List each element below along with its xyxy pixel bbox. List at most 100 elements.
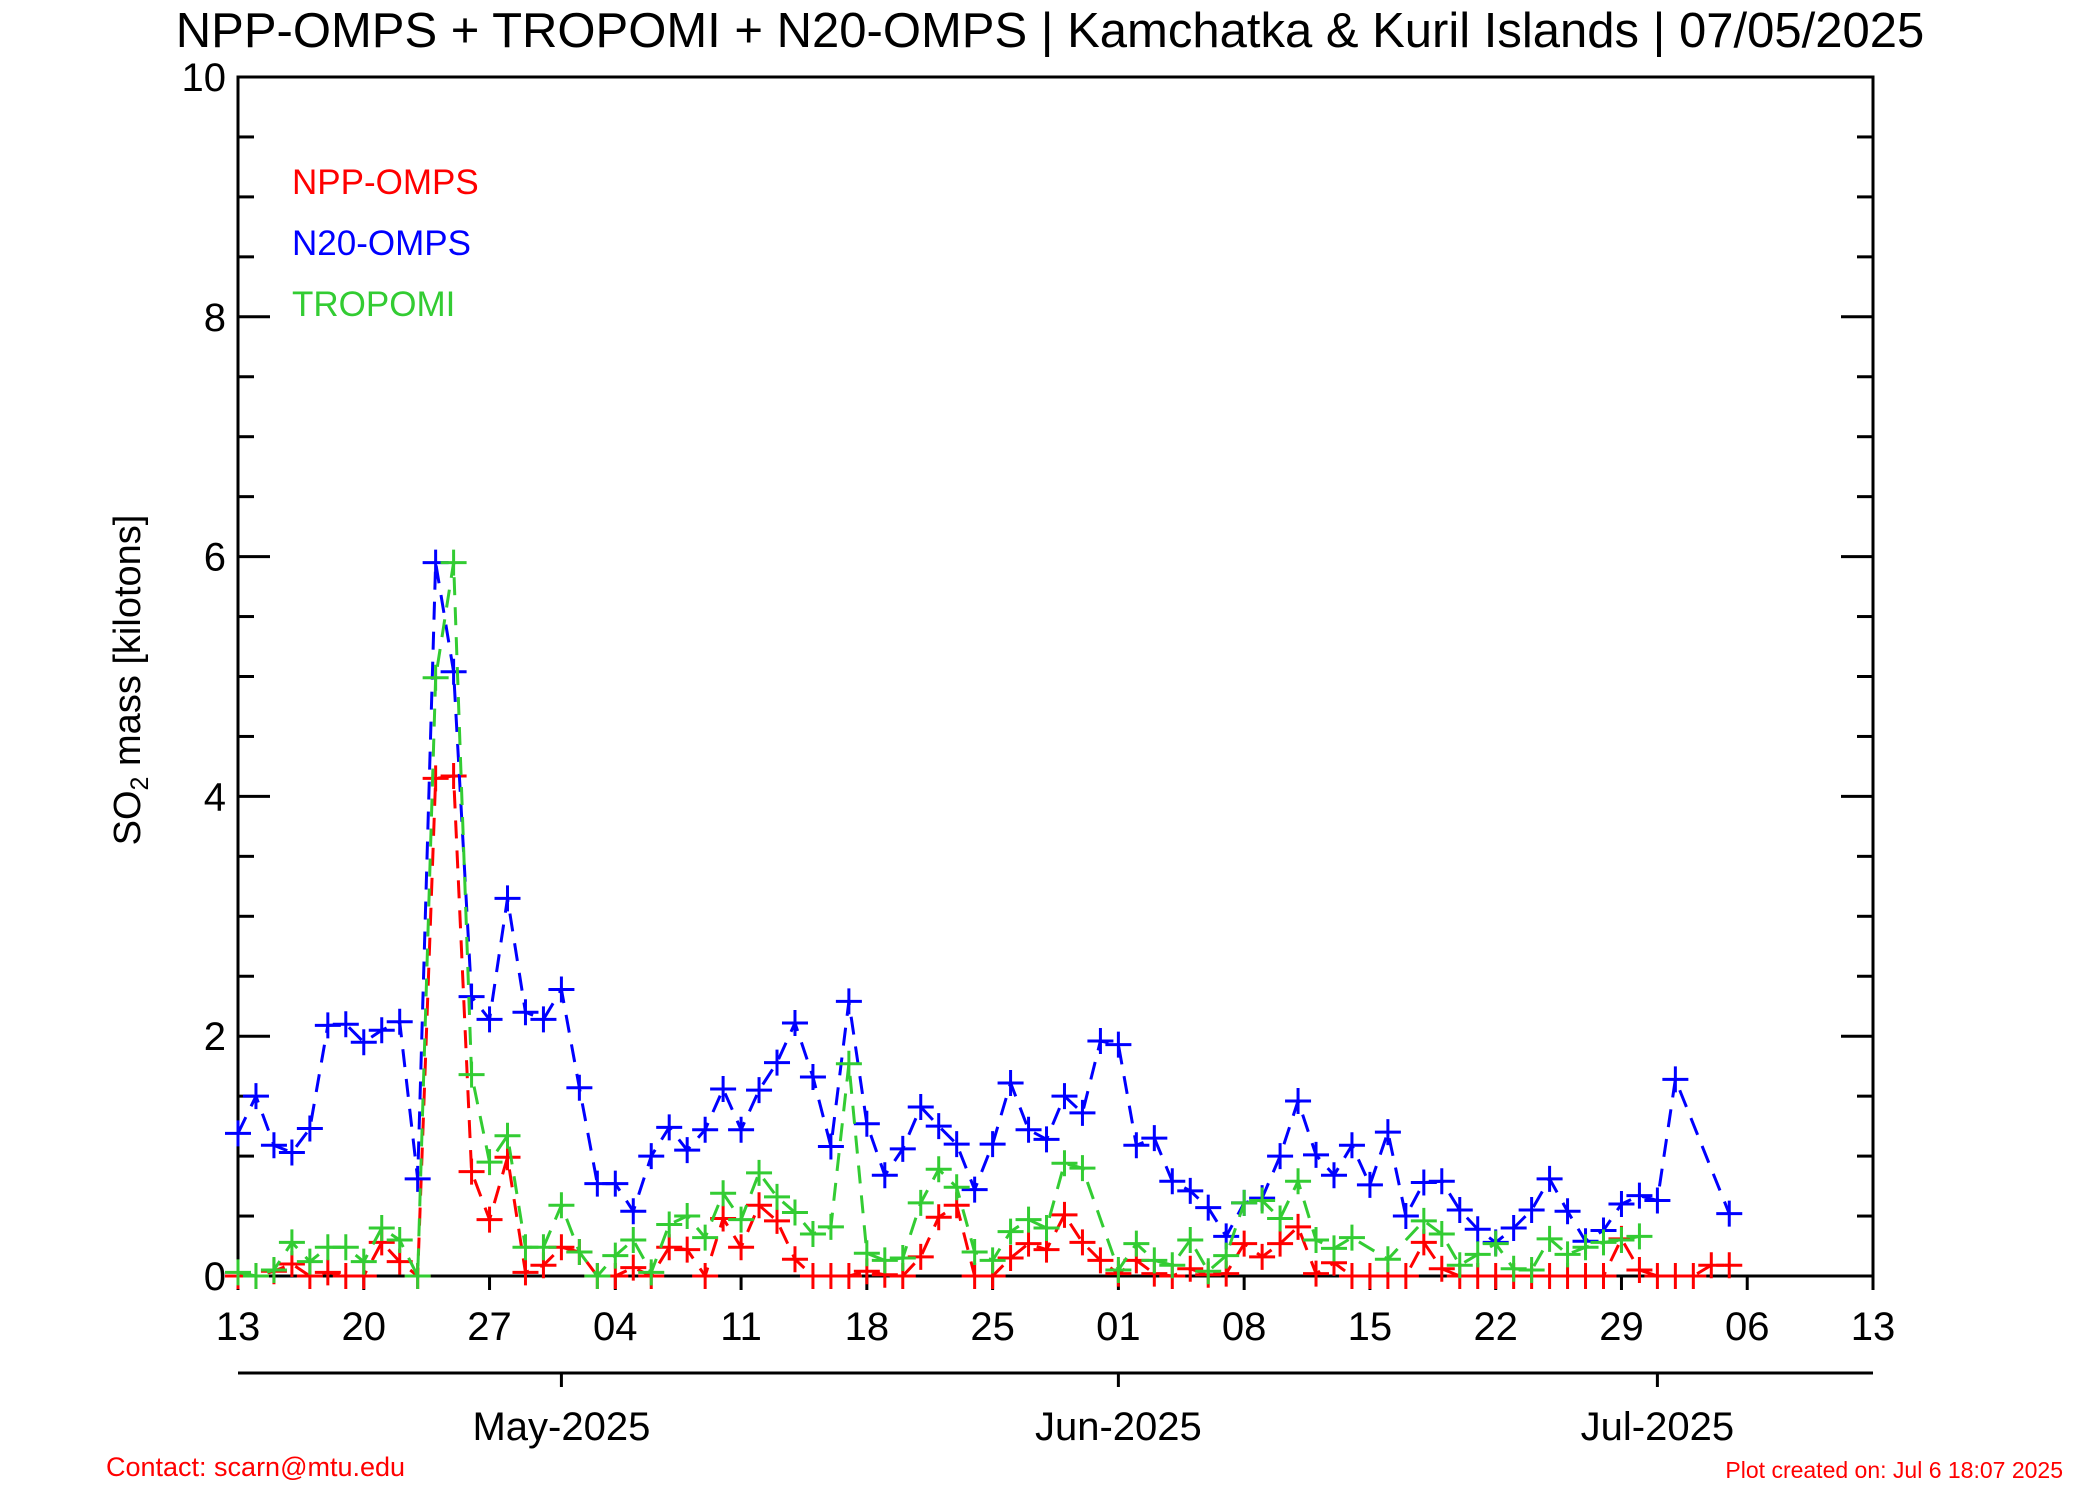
data-point-plus — [674, 1236, 701, 1263]
y-tick-label: 4 — [204, 775, 226, 819]
data-point-plus — [602, 1170, 629, 1197]
data-point-plus — [979, 1131, 1006, 1158]
data-point-plus — [764, 1049, 791, 1076]
data-point-plus — [476, 1206, 503, 1233]
data-point-plus — [386, 1008, 413, 1035]
data-point-plus — [692, 1263, 719, 1289]
data-point-plus — [889, 1135, 916, 1162]
series-npp-omps — [225, 763, 1743, 1289]
data-point-plus — [1267, 1143, 1294, 1170]
data-point-plus — [1338, 1132, 1365, 1159]
data-point-plus — [1428, 1255, 1455, 1282]
legend: NPP-OMPS N20-OMPS TROPOMI — [292, 163, 479, 324]
month-label: Jun-2025 — [1035, 1405, 1202, 1449]
data-point-plus — [1285, 1213, 1312, 1240]
y-axis-label-subscript: 2 — [126, 777, 154, 791]
data-point-plus — [961, 1176, 988, 1203]
data-point-plus — [278, 1139, 305, 1166]
data-point-plus — [943, 1174, 970, 1201]
data-point-plus — [764, 1207, 791, 1234]
data-point-plus — [1033, 1215, 1060, 1242]
data-point-plus — [1374, 1119, 1401, 1146]
x-tick-label: 27 — [467, 1305, 512, 1349]
data-point-plus — [242, 1083, 269, 1110]
data-point-plus — [1716, 1252, 1743, 1279]
data-point-plus — [1249, 1187, 1276, 1214]
data-point-plus — [260, 1132, 287, 1159]
y-tick-label: 8 — [204, 296, 226, 340]
data-point-plus — [1015, 1206, 1042, 1233]
legend-entry: NPP-OMPS — [292, 163, 479, 202]
data-point-plus — [242, 1263, 269, 1289]
data-point-plus — [1177, 1255, 1204, 1282]
data-point-plus — [278, 1229, 305, 1256]
data-point-plus — [1051, 1083, 1078, 1110]
x-tick-label: 13 — [216, 1305, 261, 1349]
data-point-plus — [1249, 1243, 1276, 1270]
y-tick-label: 10 — [182, 56, 227, 100]
data-point-plus — [512, 999, 539, 1026]
data-point-plus — [1195, 1194, 1222, 1221]
data-point-plus — [817, 1213, 844, 1240]
data-point-plus — [350, 1248, 377, 1275]
data-point-plus — [494, 1122, 521, 1149]
x-tick-label: 25 — [970, 1305, 1015, 1349]
data-point-plus — [1446, 1252, 1473, 1279]
data-point-plus — [296, 1248, 323, 1275]
data-point-plus — [1518, 1197, 1545, 1224]
data-point-plus — [1626, 1182, 1653, 1209]
data-point-plus — [1285, 1087, 1312, 1114]
legend-entry: TROPOMI — [292, 285, 455, 324]
data-point-plus — [1392, 1203, 1419, 1230]
data-point-plus — [638, 1143, 665, 1170]
data-point-plus — [350, 1029, 377, 1056]
data-point-plus — [943, 1131, 970, 1158]
data-point-plus — [799, 1221, 826, 1248]
data-point-plus — [835, 1263, 862, 1289]
data-point-plus — [548, 1192, 575, 1219]
data-point-plus — [225, 1120, 251, 1147]
data-point-plus — [728, 1116, 755, 1143]
data-point-plus — [1518, 1257, 1545, 1284]
y-tick-label: 6 — [204, 536, 226, 580]
month-label: May-2025 — [472, 1405, 650, 1449]
data-point-plus — [566, 1239, 593, 1266]
data-point-plus — [1051, 1201, 1078, 1228]
data-point-plus — [1680, 1263, 1707, 1289]
data-point-plus — [530, 1234, 557, 1261]
data-point-plus — [997, 1218, 1024, 1245]
data-point-plus — [674, 1203, 701, 1230]
series-line — [237, 562, 1640, 1279]
data-point-plus — [1536, 1165, 1563, 1192]
x-tick-label: 01 — [1096, 1305, 1141, 1349]
data-point-plus — [1267, 1205, 1294, 1232]
data-point-plus — [404, 1165, 431, 1192]
data-point-plus — [1446, 1197, 1473, 1224]
data-point-plus — [1123, 1230, 1150, 1257]
data-point-plus — [1572, 1234, 1599, 1261]
data-point-plus — [602, 1242, 629, 1269]
data-point-plus — [728, 1234, 755, 1261]
data-point-plus — [1141, 1247, 1168, 1274]
data-point-plus — [1015, 1230, 1042, 1257]
data-point-plus — [781, 1199, 808, 1226]
data-point-plus — [674, 1137, 701, 1164]
y-axis-label: SO2 mass [kilotons] — [107, 515, 154, 846]
data-point-plus — [1159, 1252, 1186, 1279]
data-point-plus — [1231, 1189, 1258, 1216]
data-point-plus — [225, 1259, 251, 1286]
data-point-plus — [781, 1246, 808, 1273]
data-point-plus — [1626, 1223, 1653, 1250]
x-tick-label: 04 — [593, 1305, 638, 1349]
data-point-plus — [710, 1075, 737, 1102]
data-point-plus — [638, 1259, 665, 1286]
data-point-plus — [692, 1224, 719, 1251]
data-point-plus — [1356, 1171, 1383, 1198]
data-point-plus — [1590, 1229, 1617, 1256]
data-point-plus — [1536, 1225, 1563, 1252]
data-point-plus — [1716, 1200, 1743, 1227]
data-point-plus — [907, 1189, 934, 1216]
data-point-plus — [314, 1259, 341, 1286]
chart-title: NPP-OMPS + TROPOMI + N20-OMPS | Kamchatk… — [176, 4, 1924, 58]
y-tick-label: 0 — [204, 1255, 226, 1299]
